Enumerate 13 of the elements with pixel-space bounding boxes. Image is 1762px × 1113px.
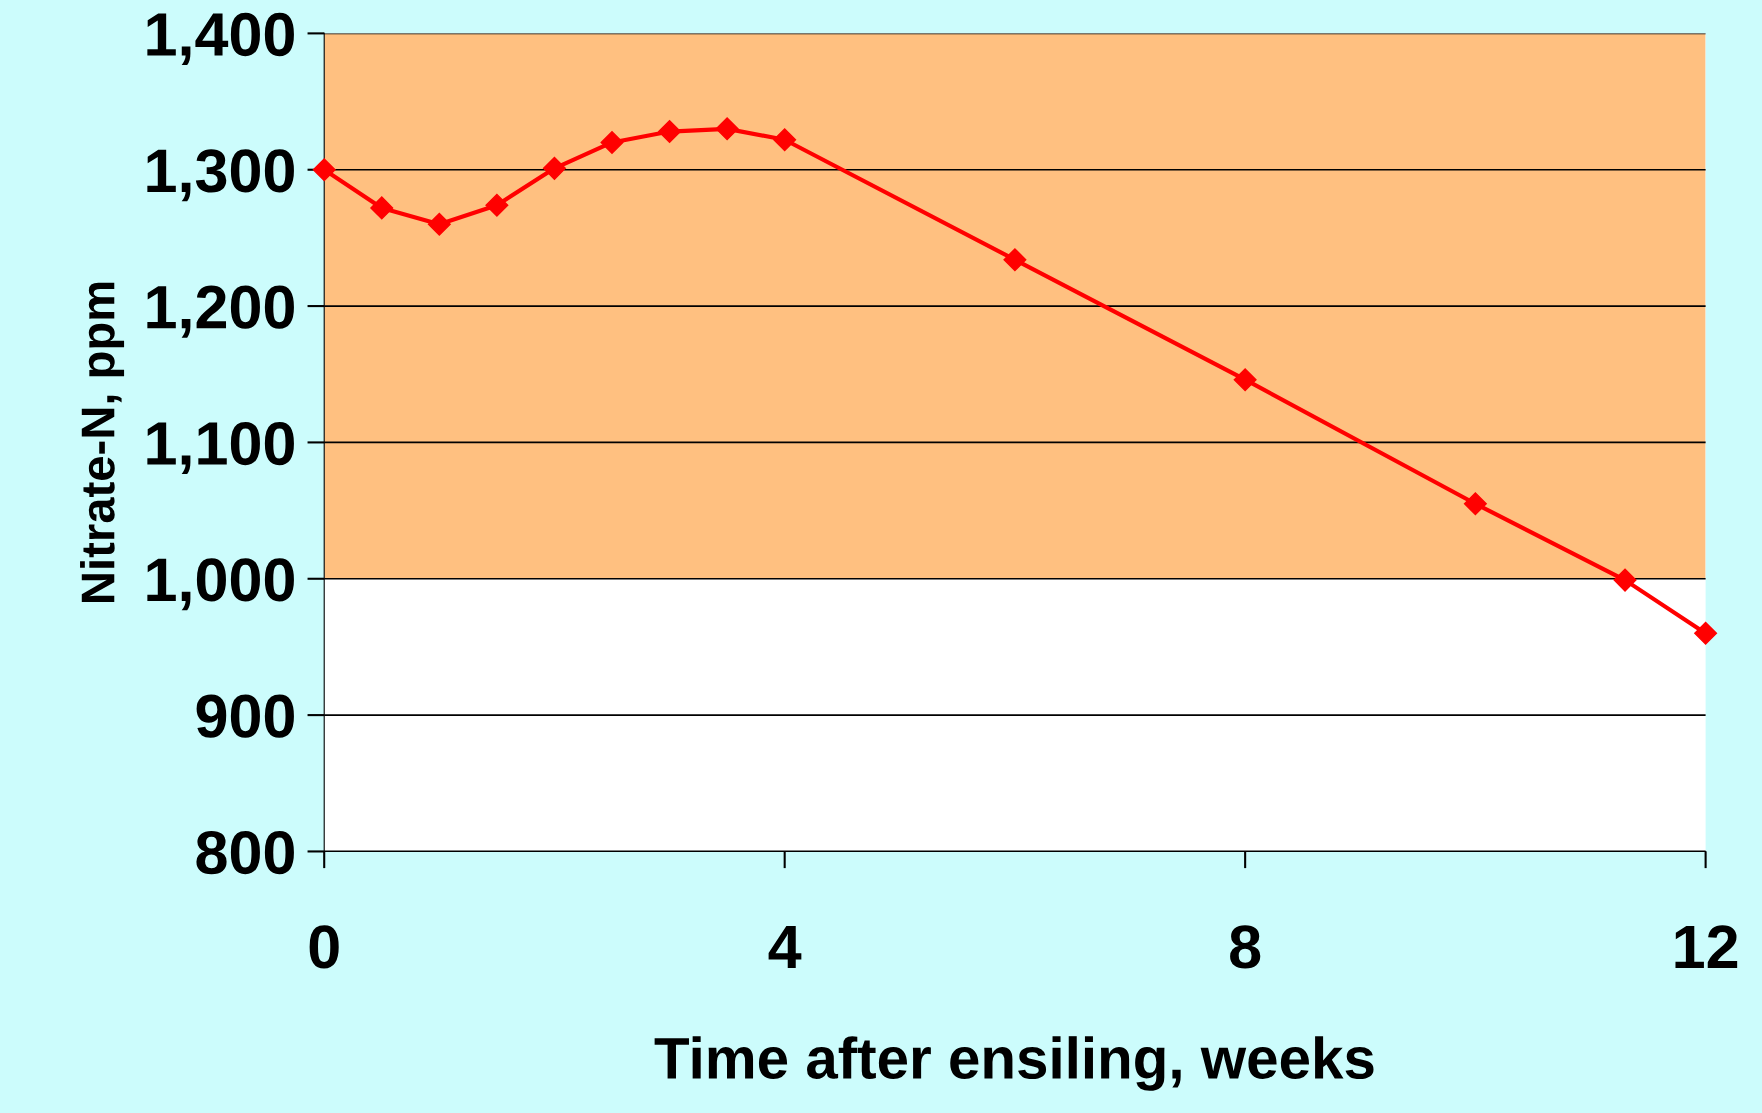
y-tick-label: 1,100 xyxy=(147,421,294,475)
y-tick-label: 1,000 xyxy=(147,558,294,611)
x-tick-label: 0 xyxy=(309,925,339,969)
y-tick-label: 1,200 xyxy=(147,285,294,338)
y-tick-label: 1,400 xyxy=(147,12,294,65)
y-tick-label: 800 xyxy=(196,830,294,875)
y-tick-label: 900 xyxy=(196,694,294,738)
x-axis-title: Time after ensiling, weeks xyxy=(654,1036,1374,1091)
x-tick-label: 8 xyxy=(1230,925,1261,969)
x-tick-label: 12 xyxy=(1675,925,1738,968)
y-axis-title: Nitrate-N, ppm xyxy=(80,282,125,602)
x-tick-label: 4 xyxy=(768,925,802,968)
y-tick-label: 1,300 xyxy=(147,149,294,202)
